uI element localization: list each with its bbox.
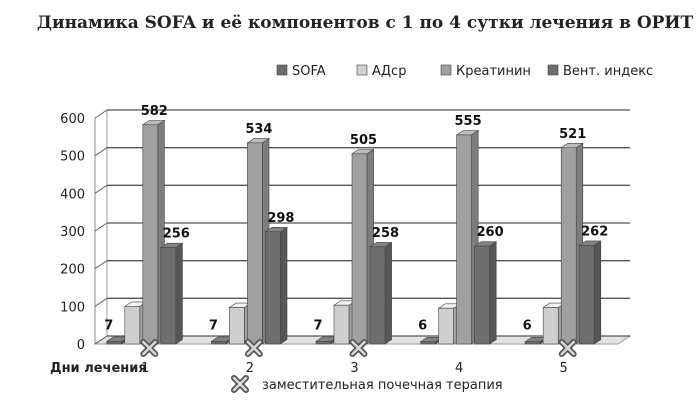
legend-label: SOFA [292, 64, 326, 79]
y-tick-label: 500 [60, 150, 85, 165]
x-mark-icon [140, 339, 159, 357]
data-label: 298 [267, 211, 294, 226]
bar [159, 242, 184, 345]
gridline-diag [94, 147, 108, 157]
data-label: 534 [245, 122, 272, 137]
marker-legend: заместительная почечная терапия [231, 375, 503, 393]
legend-label: Вент. индекс [563, 64, 653, 79]
legend-item: SOFA [276, 64, 326, 79]
x-tick-label: 5 [560, 361, 568, 376]
x-mark-icon [349, 339, 368, 357]
marker-legend-label: заместительная почечная терапия [262, 378, 503, 393]
legend-swatch [276, 64, 288, 76]
data-label: 6 [418, 319, 427, 334]
data-label: 521 [559, 127, 586, 142]
bar [578, 240, 602, 345]
bar [333, 300, 357, 345]
legend-item: Креатинин [440, 64, 531, 79]
data-label: 505 [350, 133, 377, 148]
x-tick-label: 3 [350, 361, 358, 376]
data-label: 582 [141, 104, 168, 119]
data-label: 260 [477, 225, 504, 240]
x-mark-icon [558, 339, 577, 357]
bar [264, 226, 288, 345]
legend: SOFA АДср Креатинин Вент. индекс [276, 64, 653, 79]
x-tick-label: 4 [455, 361, 463, 376]
y-tick-label: 600 [60, 112, 85, 127]
x-mark-icon [231, 375, 249, 393]
data-label: 262 [581, 224, 608, 239]
bar [369, 241, 393, 345]
bar [473, 241, 498, 345]
x-axis-title: Дни лечения [50, 361, 147, 376]
legend-item: АДср [356, 64, 406, 79]
y-tick-label: 0 [77, 338, 85, 353]
legend-label: АДср [372, 64, 406, 79]
gridline-diag [94, 222, 108, 232]
bar [524, 336, 548, 345]
data-label: 555 [455, 114, 482, 129]
x-axis: Дни лечения 1 2 3 4 5 [50, 361, 568, 376]
legend-item: Вент. индекс [547, 64, 653, 79]
data-labels: 7 582 256 7 534 298 7 505 258 6 555 260 6 521 262 [104, 104, 608, 334]
legend-swatch [440, 64, 452, 76]
gridline-diag [94, 184, 108, 194]
data-label: 7 [313, 318, 322, 333]
x-mark-icon [231, 375, 249, 393]
rrt-markers [140, 339, 577, 357]
gridline-diag [94, 109, 108, 119]
bars [105, 119, 602, 345]
gridline-diag [94, 260, 108, 270]
legend-swatch [356, 64, 368, 76]
legend-swatch [547, 64, 559, 76]
x-mark-icon [244, 339, 263, 357]
y-tick-label: 100 [60, 300, 85, 315]
x-tick-label: 2 [246, 361, 254, 376]
gridline-diag [94, 335, 108, 345]
legend-label: Креатинин [456, 64, 531, 79]
data-label: 6 [523, 319, 532, 334]
y-tick-label: 400 [60, 187, 85, 202]
data-label: 256 [163, 227, 190, 242]
bar [455, 129, 480, 345]
gridline-diag [94, 297, 108, 307]
data-label: 7 [104, 318, 113, 333]
chart-title: Динамика SOFA и её компонентов с 1 по 4 … [37, 13, 694, 33]
y-tick-label: 200 [60, 263, 85, 278]
data-label: 258 [372, 226, 399, 241]
x-tick-label: 1 [141, 361, 149, 376]
data-label: 7 [209, 318, 218, 333]
y-axis: 0 100 200 300 400 500 600 [60, 112, 85, 353]
y-tick-label: 300 [60, 225, 85, 240]
